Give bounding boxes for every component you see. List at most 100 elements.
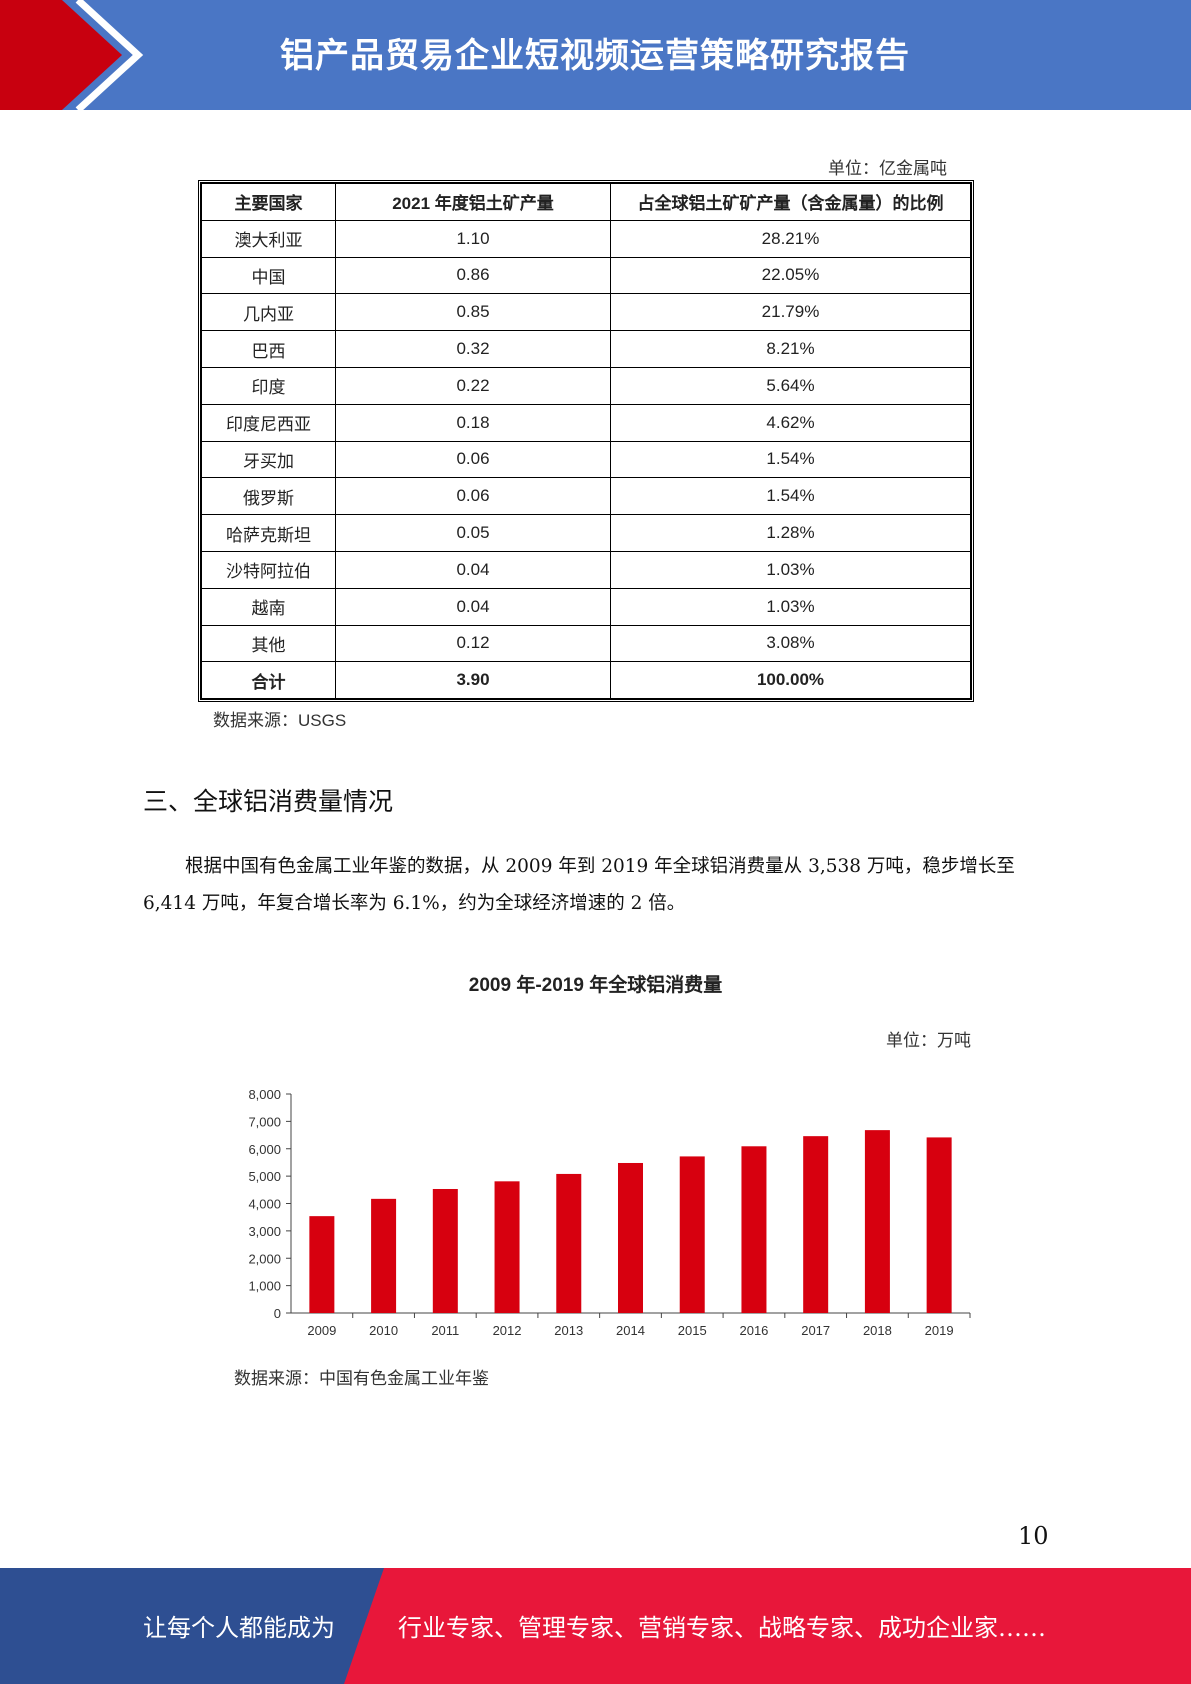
share-cell: 28.21%: [610, 219, 971, 258]
output-cell: 0.85: [335, 293, 611, 332]
red-arrow-shape: [0, 0, 122, 110]
x-tick-label: 2017: [801, 1323, 830, 1338]
bar-2018: [864, 1130, 890, 1313]
x-tick-label: 2012: [493, 1323, 522, 1338]
y-tick-label: 1,000: [248, 1279, 281, 1294]
table-header-output: 2021 年度铝土矿产量: [335, 183, 611, 221]
y-tick-label: 8,000: [248, 1087, 281, 1102]
y-tick-label: 7,000: [248, 1114, 281, 1129]
table-row: 牙买加 0.06 1.54%: [201, 440, 971, 479]
x-tick-label: 2015: [678, 1323, 707, 1338]
section-heading: 三、全球铝消费量情况: [143, 787, 394, 816]
share-cell: 22.05%: [610, 256, 971, 295]
country-cell: 印度: [201, 366, 336, 405]
country-cell: 哈萨克斯坦: [201, 514, 336, 552]
y-tick-label: 2,000: [248, 1251, 281, 1266]
table-total-row: 合计 3.90 100.00%: [201, 661, 971, 700]
footer-blue-panel: [0, 1568, 384, 1684]
share-cell: 1.03%: [610, 587, 971, 626]
y-tick-label: 5,000: [248, 1169, 281, 1184]
total-label-cell: 合计: [201, 661, 336, 700]
table-source-note: 数据来源：USGS: [213, 711, 347, 730]
share-cell: 4.62%: [610, 403, 971, 442]
table-row: 巴西 0.32 8.21%: [201, 330, 971, 368]
x-tick-label: 2009: [307, 1323, 336, 1338]
bar-2013: [556, 1173, 582, 1313]
share-cell: 3.08%: [610, 624, 971, 663]
bar-2012: [494, 1181, 520, 1313]
table-row: 澳大利亚 1.10 28.21%: [201, 219, 971, 258]
share-cell: 1.54%: [610, 477, 971, 516]
country-cell: 俄罗斯: [201, 477, 336, 516]
bar-2010: [371, 1198, 397, 1313]
total-output-cell: 3.90: [335, 661, 611, 700]
country-cell: 印度尼西亚: [201, 403, 336, 442]
section-paragraph: 根据中国有色金属工业年鉴的数据，从 2009 年到 2019 年全球铝消费量从 …: [143, 856, 1015, 914]
bar-2016: [741, 1146, 767, 1313]
share-cell: 8.21%: [610, 330, 971, 368]
output-cell: 0.18: [335, 403, 611, 442]
table-header-share: 占全球铝土矿矿产量（含金属量）的比例: [610, 183, 971, 221]
y-tick-label: 4,000: [248, 1197, 281, 1212]
total-share-cell: 100.00%: [610, 661, 971, 700]
share-cell: 21.79%: [610, 293, 971, 332]
chart-title: 2009 年-2019 年全球铝消费量: [468, 975, 723, 996]
x-tick-label: 2018: [863, 1323, 892, 1338]
footer-slogan-right: 行业专家、管理专家、营销专家、战略专家、成功企业家……: [398, 1614, 1046, 1642]
x-tick-label: 2013: [554, 1323, 583, 1338]
output-cell: 0.06: [335, 440, 611, 479]
output-cell: 1.10: [335, 219, 611, 258]
table-row: 俄罗斯 0.06 1.54%: [201, 477, 971, 516]
output-cell: 0.86: [335, 256, 611, 295]
report-title: 铝产品贸易企业短视频运营策略研究报告: [280, 36, 910, 76]
x-tick-label: 2011: [431, 1323, 459, 1338]
share-cell: 1.03%: [610, 550, 971, 589]
x-tick-label: 2016: [739, 1323, 768, 1338]
country-cell: 其他: [201, 624, 336, 663]
white-chevron-stroke: [75, 0, 144, 110]
y-tick-label: 0: [274, 1306, 281, 1321]
y-tick-label: 6,000: [248, 1142, 281, 1157]
country-cell: 越南: [201, 587, 336, 626]
share-cell: 5.64%: [610, 366, 971, 405]
chart-source-note: 数据来源：中国有色金属工业年鉴: [234, 1369, 489, 1388]
chart-unit-label: 单位：万吨: [886, 1031, 971, 1051]
footer-slogan-left: 让每个人都能成为: [143, 1614, 335, 1642]
output-cell: 0.05: [335, 514, 611, 552]
table-row: 中国 0.86 22.05%: [201, 256, 971, 295]
share-cell: 1.28%: [610, 514, 971, 552]
output-cell: 0.04: [335, 587, 611, 626]
x-tick-label: 2019: [925, 1323, 954, 1338]
bar-2019: [926, 1137, 952, 1313]
output-cell: 0.04: [335, 550, 611, 589]
table-row: 印度尼西亚 0.18 4.62%: [201, 403, 971, 442]
output-cell: 0.06: [335, 477, 611, 516]
table-row: 几内亚 0.85 21.79%: [201, 293, 971, 332]
table-row: 哈萨克斯坦 0.05 1.28%: [201, 514, 971, 552]
country-cell: 牙买加: [201, 440, 336, 479]
x-tick-label: 2014: [616, 1323, 645, 1338]
country-cell: 几内亚: [201, 293, 336, 332]
page-number: 10: [1018, 1522, 1049, 1550]
table-row: 沙特阿拉伯 0.04 1.03%: [201, 550, 971, 589]
table-unit-label: 单位：亿金属吨: [828, 159, 947, 179]
table-header-country: 主要国家: [201, 183, 336, 221]
table-row: 越南 0.04 1.03%: [201, 587, 971, 626]
country-cell: 沙特阿拉伯: [201, 550, 336, 589]
x-tick-label: 2010: [369, 1323, 398, 1338]
bar-2011: [432, 1188, 458, 1313]
output-cell: 0.12: [335, 624, 611, 663]
country-cell: 澳大利亚: [201, 219, 336, 258]
bar-2017: [803, 1136, 829, 1313]
bar-2015: [679, 1156, 705, 1313]
bauxite-production-table: 主要国家 2021 年度铝土矿产量 占全球铝土矿矿产量（含金属量）的比例 澳大利…: [198, 180, 974, 703]
share-cell: 1.54%: [610, 440, 971, 479]
bar-2014: [618, 1162, 643, 1313]
country-cell: 中国: [201, 256, 336, 295]
table-header-row: 主要国家 2021 年度铝土矿产量 占全球铝土矿矿产量（含金属量）的比例: [201, 183, 971, 221]
bar-2009: [309, 1216, 335, 1313]
footer-background: [0, 1568, 384, 1684]
output-cell: 0.32: [335, 330, 611, 368]
table-row: 其他 0.12 3.08%: [201, 624, 971, 663]
output-cell: 0.22: [335, 366, 611, 405]
